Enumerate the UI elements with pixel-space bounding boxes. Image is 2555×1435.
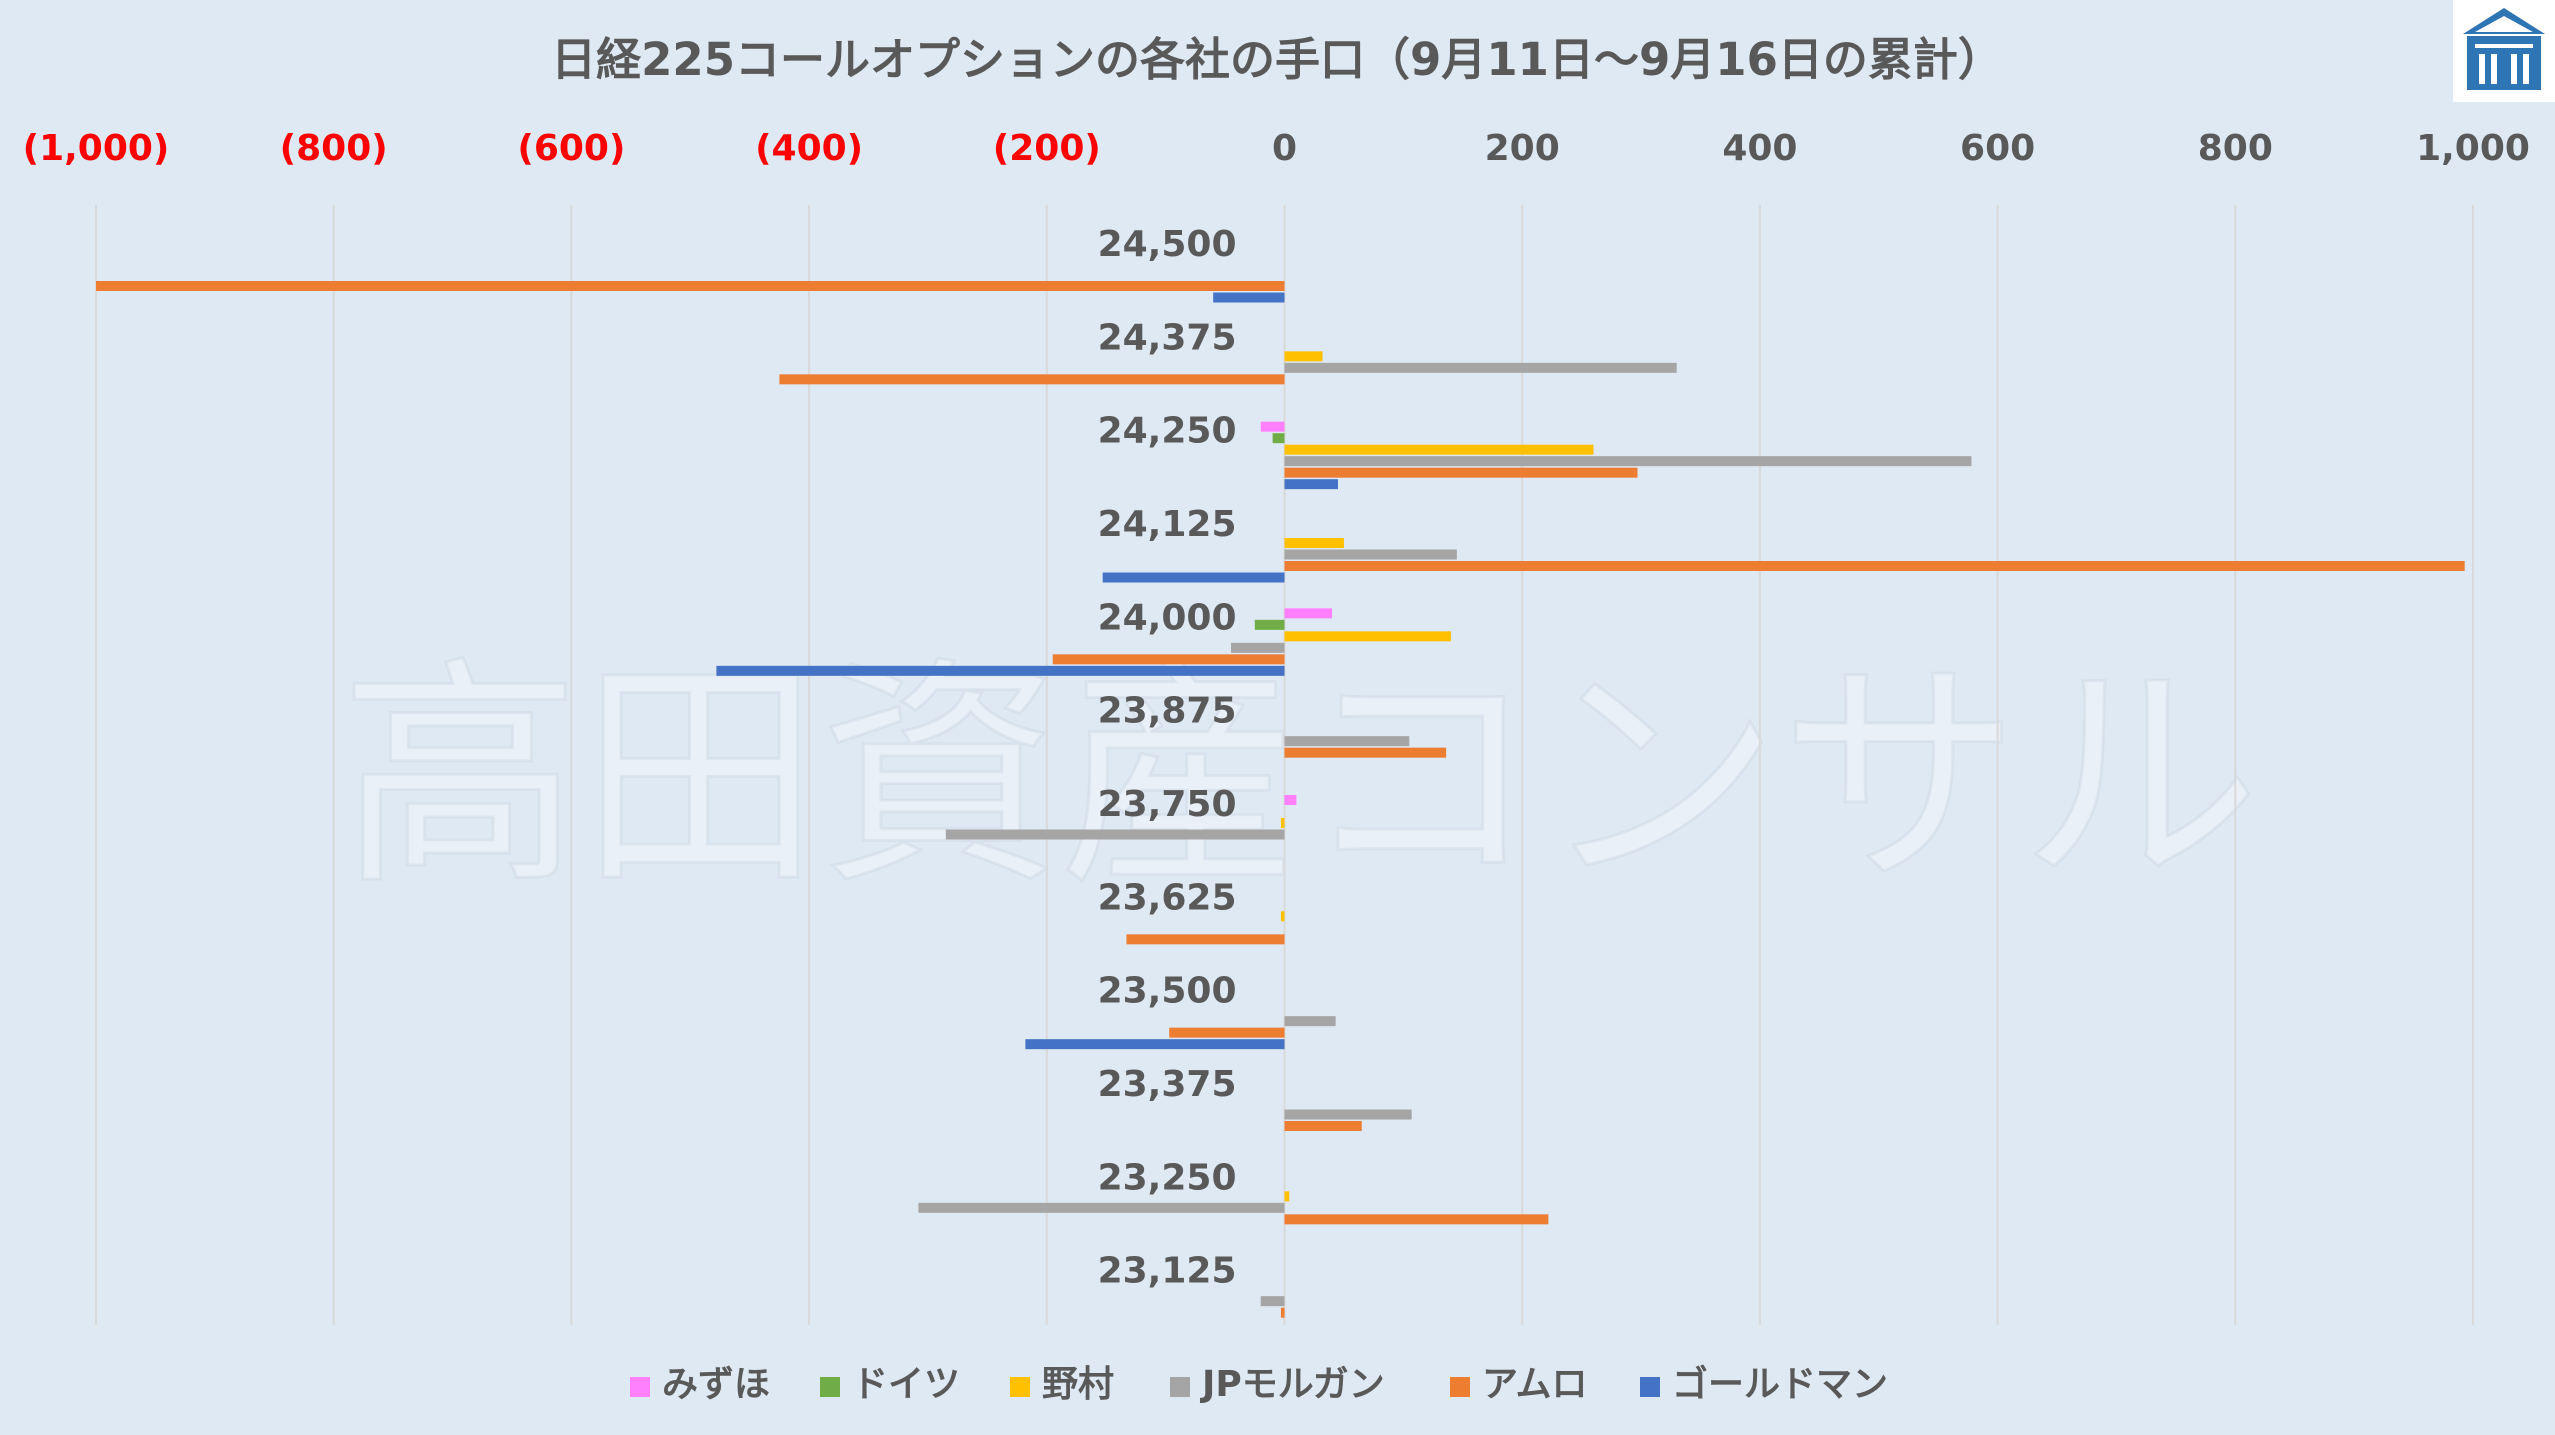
bar (1284, 1191, 1290, 1202)
bar (1284, 479, 1338, 490)
bar (1284, 1214, 1549, 1225)
bar (1102, 572, 1285, 583)
x-axis-tick-labels: (1,000) (800) (600) (400) (200) 0 200 400 600 800… (23, 128, 2530, 169)
bar (1284, 1016, 1336, 1027)
x-tick-label: 200 (1485, 128, 1560, 169)
bar (1284, 795, 1297, 805)
bar (1126, 934, 1285, 945)
bar (1284, 1121, 1362, 1131)
bar (1284, 467, 1638, 478)
bar (1284, 362, 1677, 373)
category-label: 24,500 (1098, 224, 1237, 265)
bar (1284, 538, 1344, 548)
legend-label: JPモルガン (1199, 1364, 1385, 1405)
bar (1280, 818, 1285, 828)
legend-swatch (1010, 1377, 1030, 1397)
bar (918, 1202, 1285, 1213)
bar (1284, 351, 1323, 362)
bar (1260, 1296, 1285, 1307)
x-tick-label: (600) (517, 128, 625, 169)
legend-label: アムロ (1482, 1364, 1587, 1405)
bar (1284, 561, 2465, 571)
category-label: 23,250 (1098, 1157, 1237, 1198)
bar (1284, 631, 1451, 642)
bar (1169, 1027, 1285, 1038)
bar (1284, 747, 1447, 758)
x-tick-label: (1,000) (23, 128, 170, 169)
legend-label: ゴールドマン (1672, 1363, 1888, 1405)
category-label: 24,125 (1098, 504, 1237, 545)
category-label: 23,125 (1098, 1251, 1237, 1292)
x-tick-label: 1,000 (2416, 128, 2530, 169)
bar (1213, 292, 1285, 303)
gridlines (95, 205, 2474, 1325)
x-tick-label: 400 (1722, 128, 1797, 169)
x-tick-label: (800) (280, 128, 388, 169)
bar (96, 281, 1285, 291)
legend-swatch (1450, 1377, 1470, 1397)
bar (1254, 619, 1285, 630)
legend-label: みずほ (662, 1364, 770, 1405)
category-label: 23,625 (1098, 877, 1237, 918)
bar (1284, 456, 1972, 467)
bar (945, 829, 1285, 840)
bar (779, 374, 1285, 385)
legend: みずほ ドイツ 野村 JPモルガン アムロ ゴールドマン (630, 1363, 1888, 1405)
bar (1284, 549, 1457, 560)
bar (1025, 1039, 1285, 1050)
legend-swatch (630, 1377, 650, 1397)
bank-building-icon (2453, 0, 2555, 102)
bar (1272, 433, 1285, 444)
bar (1231, 642, 1285, 653)
category-label: 24,250 (1098, 411, 1237, 452)
x-tick-label: 800 (2198, 128, 2273, 169)
watermark: 高田資産コンサル (340, 637, 2260, 917)
legend-swatch (1640, 1377, 1660, 1397)
legend-swatch (1170, 1377, 1190, 1397)
category-label: 24,000 (1098, 597, 1237, 638)
bar (1280, 1307, 1285, 1318)
x-tick-label: 600 (1960, 128, 2035, 169)
category-label: 23,500 (1098, 971, 1237, 1012)
category-label: 23,875 (1098, 691, 1237, 732)
bar (1284, 736, 1410, 747)
x-tick-label: (200) (993, 128, 1101, 169)
bar (1284, 444, 1594, 455)
bar (1284, 608, 1333, 619)
bar (1260, 421, 1285, 432)
legend-label: ドイツ (852, 1364, 960, 1405)
bar (1280, 911, 1285, 922)
category-label: 24,375 (1098, 317, 1237, 358)
bar (716, 665, 1285, 676)
category-label: 23,375 (1098, 1064, 1237, 1105)
x-tick-label: 0 (1272, 128, 1297, 169)
x-tick-label: (400) (755, 128, 863, 169)
bars (96, 281, 2465, 1318)
bar (1052, 654, 1285, 665)
category-labels: 24,500 24,375 24,250 24,125 24,000 23,875 23,7… (1098, 224, 1237, 1292)
chart-title: 日経225コールオプションの各社の手口（9月11日～9月16日の累計） (551, 33, 2003, 86)
legend-label: 野村 (1042, 1364, 1114, 1405)
legend-swatch (820, 1377, 840, 1397)
bar (1284, 1109, 1412, 1120)
category-label: 23,750 (1098, 784, 1237, 825)
